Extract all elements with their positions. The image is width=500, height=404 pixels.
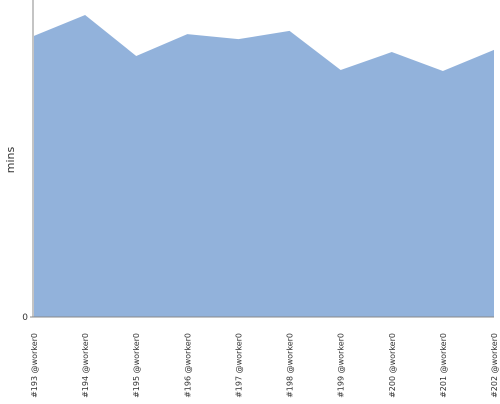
x-tick-label: #197 @worker0 bbox=[234, 333, 243, 398]
x-tick-label: #193 @worker0 bbox=[30, 333, 39, 398]
x-tick-label: #201 @worker0 bbox=[439, 333, 448, 398]
x-tick-label: #196 @worker0 bbox=[183, 333, 192, 398]
x-tick-label: #202 @worker0 bbox=[490, 333, 499, 398]
y-axis-label: mins bbox=[4, 146, 17, 173]
x-tick-label: #194 @worker0 bbox=[81, 333, 90, 398]
x-tick-label: #200 @worker0 bbox=[388, 333, 397, 398]
x-tick-label: #195 @worker0 bbox=[132, 333, 141, 398]
y-tick-label: 0 bbox=[22, 313, 28, 323]
x-tick-label: #198 @worker0 bbox=[286, 333, 295, 398]
x-tick-label: #199 @worker0 bbox=[337, 333, 346, 398]
area bbox=[34, 15, 494, 318]
